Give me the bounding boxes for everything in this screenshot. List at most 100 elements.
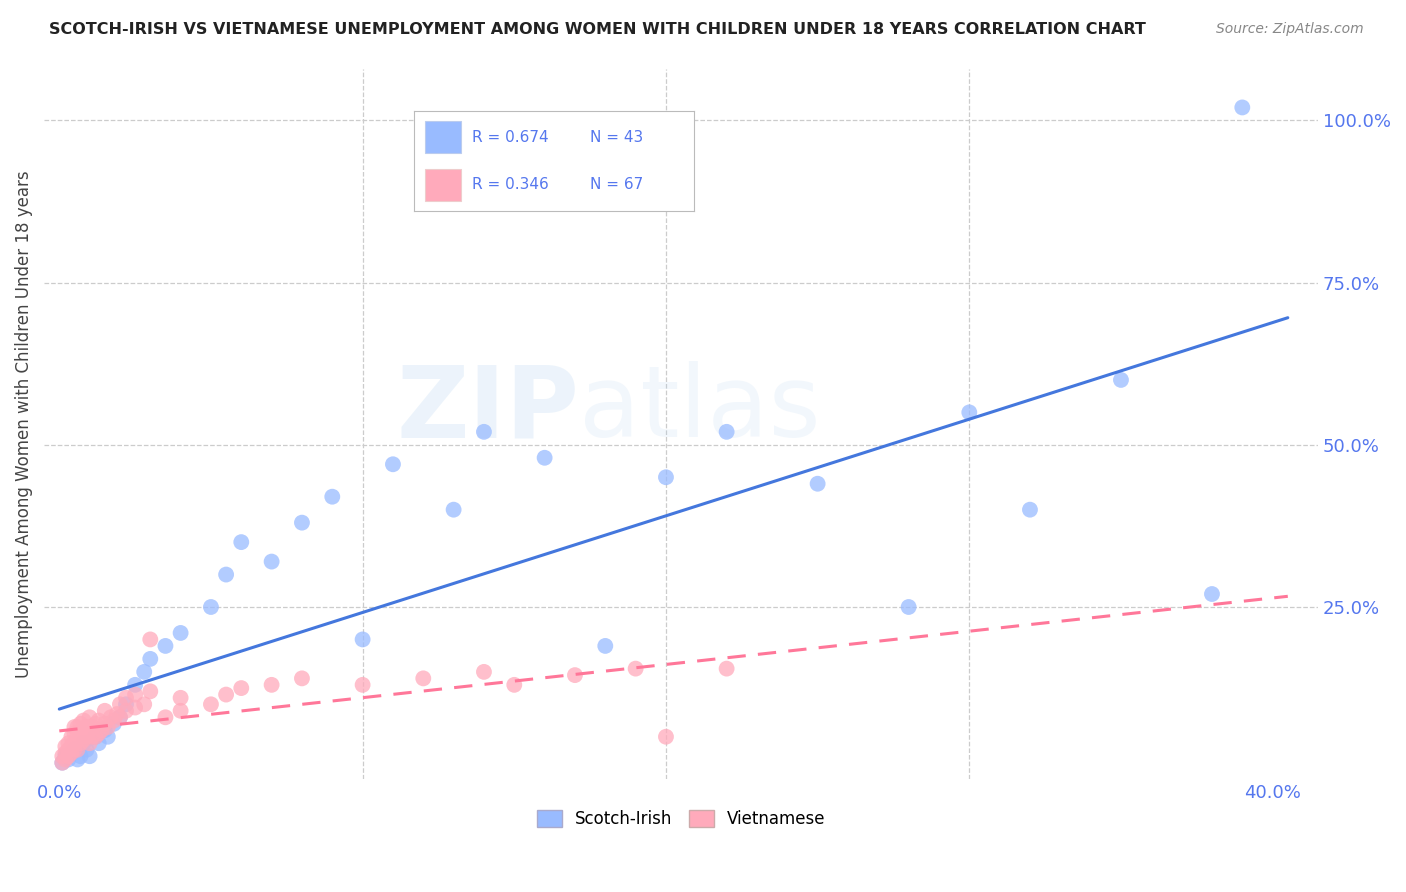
Point [69, 736, 91, 750]
Point [76, 742, 98, 756]
Point [97, 730, 120, 744]
Point [231, 681, 253, 695]
Point [84, 730, 107, 744]
Point [87, 736, 110, 750]
Point [69, 749, 91, 764]
Point [139, 684, 162, 698]
Point [155, 639, 177, 653]
Point [472, 425, 495, 439]
Point [108, 710, 131, 724]
Point [82, 730, 104, 744]
Point [215, 567, 238, 582]
Point [321, 490, 343, 504]
Point [87, 726, 110, 740]
Point [58, 736, 80, 750]
Point [115, 690, 138, 705]
Point [231, 535, 253, 549]
Point [472, 665, 495, 679]
Point [72, 714, 94, 728]
Point [103, 714, 125, 728]
Point [79, 736, 101, 750]
Point [66, 730, 89, 744]
Point [533, 450, 555, 465]
Point [58, 749, 80, 764]
Point [139, 652, 162, 666]
Point [53, 746, 76, 760]
Point [1232, 100, 1254, 114]
Point [84, 730, 107, 744]
Point [69, 726, 91, 740]
Point [72, 736, 94, 750]
Point [1201, 587, 1223, 601]
Point [1109, 373, 1132, 387]
Point [90, 723, 112, 738]
Point [124, 700, 146, 714]
Point [60, 739, 83, 754]
Point [260, 678, 283, 692]
Point [69, 716, 91, 731]
Point [66, 752, 89, 766]
Point [124, 678, 146, 692]
Point [352, 632, 374, 647]
Point [291, 671, 314, 685]
Point [87, 714, 110, 728]
Point [957, 405, 980, 419]
Point [79, 749, 101, 764]
Point [79, 710, 101, 724]
Point [63, 720, 86, 734]
Point [169, 626, 191, 640]
Point [716, 662, 738, 676]
Point [94, 716, 117, 731]
Text: ZIP: ZIP [396, 361, 579, 458]
Point [76, 720, 98, 734]
Point [134, 665, 156, 679]
Point [60, 746, 83, 760]
Point [139, 632, 162, 647]
Point [1019, 502, 1042, 516]
Point [108, 710, 131, 724]
Point [169, 704, 191, 718]
Point [103, 716, 125, 731]
Point [381, 457, 404, 471]
Point [155, 710, 177, 724]
Point [51, 756, 73, 770]
Point [200, 698, 222, 712]
Point [63, 726, 86, 740]
Point [564, 668, 586, 682]
Point [503, 678, 526, 692]
Point [807, 476, 830, 491]
Point [51, 749, 73, 764]
Point [124, 688, 146, 702]
Point [66, 742, 89, 756]
Point [352, 678, 374, 692]
Point [51, 756, 73, 770]
Point [655, 470, 678, 484]
Point [63, 736, 86, 750]
Y-axis label: Unemployment Among Women with Children Under 18 years: Unemployment Among Women with Children U… [15, 169, 32, 678]
Point [76, 730, 98, 744]
Legend: Scotch-Irish, Vietnamese: Scotch-Irish, Vietnamese [530, 803, 832, 835]
Point [84, 716, 107, 731]
Text: SCOTCH-IRISH VS VIETNAMESE UNEMPLOYMENT AMONG WOMEN WITH CHILDREN UNDER 18 YEARS: SCOTCH-IRISH VS VIETNAMESE UNEMPLOYMENT … [49, 22, 1146, 37]
Point [60, 730, 83, 744]
Point [94, 704, 117, 718]
Point [260, 555, 283, 569]
Text: Source: ZipAtlas.com: Source: ZipAtlas.com [1216, 22, 1364, 37]
Point [655, 730, 678, 744]
Point [94, 723, 117, 738]
Point [100, 710, 122, 724]
Point [53, 749, 76, 764]
Point [716, 425, 738, 439]
Point [115, 698, 138, 712]
Point [134, 698, 156, 712]
Point [72, 733, 94, 747]
Point [63, 742, 86, 756]
Point [79, 723, 101, 738]
Point [60, 746, 83, 760]
Point [58, 742, 80, 756]
Point [215, 688, 238, 702]
Point [169, 690, 191, 705]
Point [624, 662, 647, 676]
Point [97, 720, 120, 734]
Point [200, 599, 222, 614]
